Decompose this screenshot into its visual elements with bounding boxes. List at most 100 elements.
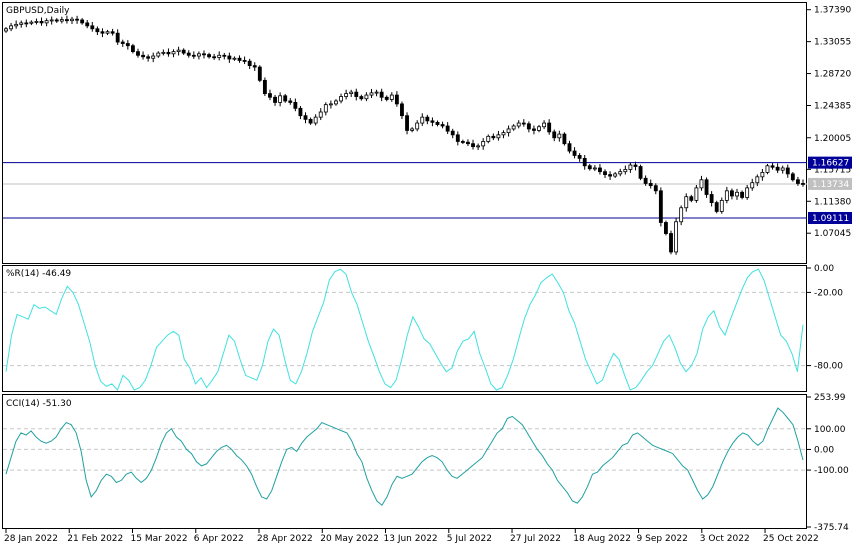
candle-bullish (329, 104, 332, 105)
candle-bullish (233, 58, 236, 59)
candle-bearish (553, 132, 556, 138)
candle-bearish (400, 104, 403, 116)
candle-bearish (801, 183, 804, 184)
candle-bearish (243, 60, 246, 61)
cci-level-lines (3, 429, 806, 470)
candle-bullish (766, 166, 769, 173)
candle-bullish (685, 197, 688, 208)
candle-bullish (70, 19, 73, 20)
candle-bullish (680, 208, 683, 222)
candle-bearish (355, 92, 358, 96)
price-y-tick-label: 1.11380 (814, 197, 851, 207)
candle-bearish (730, 191, 733, 196)
candle-bearish (208, 55, 211, 57)
candle-bearish (258, 67, 261, 80)
candle-bearish (81, 20, 84, 23)
current-price-label: 1.13734 (812, 180, 849, 190)
time-axis-label: 3 Oct 2022 (700, 534, 750, 544)
candle-bearish (131, 46, 134, 52)
candle-bullish (365, 95, 368, 99)
candle-bearish (380, 92, 383, 97)
cci-panel-frame (3, 395, 807, 529)
candle-bearish (710, 195, 713, 203)
candle-bullish (319, 112, 322, 117)
candle-bearish (715, 203, 718, 212)
candle-bullish (345, 94, 348, 97)
candle-bearish (385, 97, 388, 99)
candle-bearish (456, 135, 459, 142)
candle-bearish (147, 57, 150, 58)
price-candles (4, 16, 804, 255)
candle-bearish (40, 21, 43, 22)
candle-bearish (223, 55, 226, 56)
candle-bearish (583, 158, 586, 165)
candle-bearish (294, 102, 297, 108)
williams-r-panel-frame (3, 266, 807, 392)
time-axis-label: 27 Jul 2022 (510, 534, 561, 544)
candle-bearish (213, 57, 216, 58)
candle-bullish (477, 146, 480, 147)
price-y-tick-label: 1.07045 (814, 229, 851, 239)
candle-bearish (136, 52, 139, 56)
cci-y-tick-label: 100.00 (814, 425, 846, 435)
candle-bearish (126, 44, 129, 46)
price-y-tick-label: 1.33055 (814, 38, 851, 48)
candle-bearish (527, 124, 530, 129)
time-axis-label: 18 Aug 2022 (573, 534, 631, 544)
candle-bullish (177, 50, 180, 51)
candle-bullish (781, 168, 784, 170)
candle-bearish (96, 29, 99, 32)
candle-bullish (746, 188, 749, 198)
candle-bearish (309, 119, 312, 123)
candle-bullish (421, 117, 424, 123)
candle-bullish (60, 20, 63, 21)
candle-bearish (142, 55, 145, 56)
candle-bearish (253, 66, 256, 67)
williams-r-panel: 0.00-20.00-80.00 %R(14) -46.49 (3, 264, 844, 392)
candle-bearish (101, 32, 104, 33)
candle-bearish (116, 33, 119, 42)
candle-bearish (609, 175, 612, 176)
candle-bullish (15, 24, 18, 25)
candle-bearish (578, 155, 581, 158)
candle-bearish (284, 96, 287, 101)
time-axis-label: 9 Sep 2022 (637, 534, 688, 544)
candle-bearish (76, 19, 79, 20)
candle-bullish (370, 93, 373, 95)
candle-bullish (340, 97, 343, 101)
candle-bullish (10, 26, 13, 29)
candle-bearish (644, 178, 647, 183)
candle-bearish (472, 144, 475, 147)
time-axis-label: 25 Oct 2022 (763, 534, 819, 544)
candle-bearish (451, 131, 454, 135)
candle-bearish (426, 117, 429, 121)
candle-bearish (548, 123, 551, 132)
candle-bearish (649, 183, 652, 185)
candle-bearish (492, 136, 495, 137)
horizontal-line-price-label: 1.16627 (812, 159, 849, 169)
candle-bullish (314, 117, 317, 123)
candle-bearish (461, 141, 464, 142)
cci-line (6, 408, 803, 505)
candle-bullish (35, 21, 38, 22)
price-y-tick-label: 1.28720 (814, 70, 851, 80)
candle-bearish (167, 52, 170, 53)
candle-bullish (350, 92, 353, 93)
candle-bullish (20, 23, 23, 24)
candle-bearish (573, 151, 576, 155)
candle-bearish (786, 168, 789, 174)
williams-r-y-tick-label: -20.00 (814, 288, 843, 298)
candle-bearish (741, 192, 744, 197)
candle-bearish (406, 116, 409, 131)
candle-bearish (690, 197, 693, 201)
price-panel: 1.373901.330551.287201.243851.200051.157… (3, 3, 860, 264)
cci-y-tick-label: -375.74 (814, 523, 849, 533)
candle-bullish (197, 54, 200, 56)
candle-bearish (771, 166, 774, 167)
williams-r-panel-title: %R(14) -46.49 (6, 269, 71, 279)
candle-bearish (659, 191, 662, 223)
candle-bearish (111, 32, 114, 33)
candle-bullish (324, 105, 327, 112)
candle-bearish (86, 23, 89, 26)
